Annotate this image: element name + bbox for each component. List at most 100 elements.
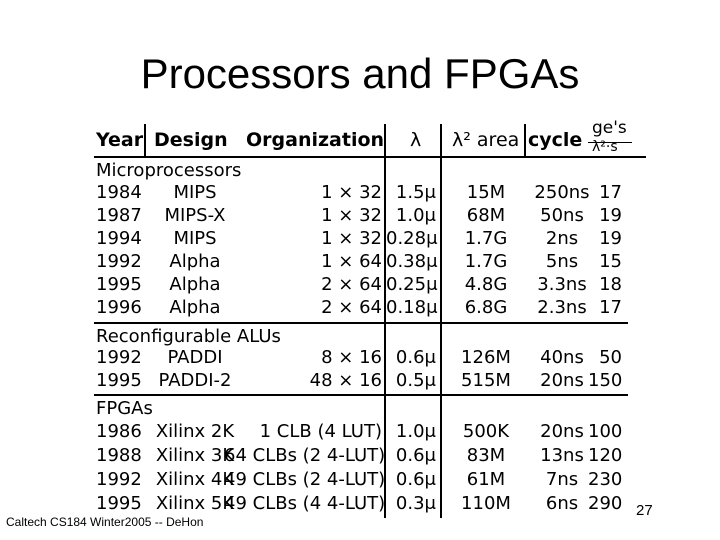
cell-lambda: 0.38μ [386,251,438,272]
cell-area: 126M [461,347,511,368]
cell-organization: 1 × 32 [321,182,382,203]
cell-design: Alpha [169,297,221,318]
cell-lambda: 0.28μ [386,228,438,249]
cell-ge: 17 [599,297,622,318]
header-area: λ² area [452,129,520,151]
cell-lambda: 0.6μ [395,445,436,466]
table-row: 1992 Xilinx 4K 49 CLBs (2 4-LUT) 0.6μ 61… [94,468,646,491]
cell-lambda: 0.18μ [386,297,438,318]
cell-lambda: 0.6μ [395,347,436,368]
cell-organization: 2 × 64 [321,274,382,295]
cell-year: 1996 [96,297,142,318]
cell-year: 1995 [96,274,142,295]
cell-organization: 64 CLBs (2 4-LUT) [224,445,386,466]
table-row: 1988 Xilinx 3K 64 CLBs (2 4-LUT) 0.6μ 83… [94,444,646,467]
table-row: 1986 Xilinx 2K 1 CLB (4 LUT) 1.0μ 500K 2… [94,420,646,443]
cell-design: PADDI-2 [158,370,232,391]
header-year: Year [96,129,144,151]
cell-year: 1992 [96,251,142,272]
cell-ge: 290 [588,493,623,514]
cell-design: MIPS-X [164,205,226,226]
table-header: Year Design Organization λ λ² area cycle… [94,118,646,156]
cell-cycle: 5ns [545,251,579,272]
divider-year [144,124,146,156]
cell-area: 61M [466,469,506,490]
header-lambda: λ [410,129,422,151]
cell-year: 1984 [96,182,142,203]
cell-cycle: 20ns [540,370,584,391]
slide-footer: Caltech CS184 Winter2005 -- DeHon [6,515,204,529]
cell-design: PADDI [167,347,223,368]
table-row: 1995 Xilinx 5K 49 CLBs (4 4-LUT) 0.3μ 11… [94,492,646,515]
cell-area: 1.7G [464,228,508,249]
cell-lambda: 0.25μ [386,274,438,295]
cell-lambda: 1.0μ [395,205,436,226]
cell-cycle: 7ns [545,469,579,490]
cell-cycle: 2.3ns [537,297,587,318]
section-label-reconfigurable-alus: Reconfigurable ALUs [96,326,281,347]
divider-org [384,124,386,518]
cell-organization: 1 × 64 [321,251,382,272]
cell-area: 110M [461,493,511,514]
cell-lambda: 0.6μ [395,469,436,490]
cell-year: 1995 [96,493,142,514]
rule-micro [94,322,628,324]
cell-lambda: 1.5μ [395,182,436,203]
cell-cycle: 2ns [545,228,579,249]
cell-cycle: 3.3ns [537,274,587,295]
cell-organization: 48 × 16 [309,370,382,391]
cell-design: Xilinx 5K [155,493,235,514]
cell-organization: 1 × 32 [321,205,382,226]
cell-organization: 49 CLBs (2 4-LUT) [224,469,386,490]
cell-year: 1988 [96,445,142,466]
cell-cycle: 50ns [540,205,584,226]
processor-fpga-table: Year Design Organization λ λ² area cycle… [94,118,646,518]
table-row: 1996 Alpha 2 × 64 0.18μ 6.8G 2.3ns 17 [94,296,646,319]
cell-ge: 18 [599,274,622,295]
cell-year: 1986 [96,421,142,442]
cell-year: 1992 [96,469,142,490]
cell-lambda: 0.3μ [395,493,436,514]
cell-year: 1992 [96,347,142,368]
cell-area: 68M [466,205,506,226]
cell-ge: 150 [588,370,623,391]
cell-cycle: 250ns [534,182,590,203]
ge-fraction-bar [588,142,632,143]
cell-area: 500K [462,421,510,442]
table-row: 1992 Alpha 1 × 64 0.38μ 1.7G 5ns 15 [94,250,646,273]
header-ge-bottom: λ²·s [592,139,618,155]
cell-design: Alpha [169,274,221,295]
cell-year: 1994 [96,228,142,249]
cell-ge: 50 [599,347,622,368]
cell-ge: 19 [599,205,622,226]
cell-area: 1.7G [464,251,508,272]
cell-design: MIPS [173,228,217,249]
header-design: Design [154,129,228,151]
table-row: 1984 MIPS 1 × 32 1.5μ 15M 250ns 17 [94,181,646,204]
table-row: 1994 MIPS 1 × 32 0.28μ 1.7G 2ns 19 [94,227,646,250]
cell-year: 1987 [96,205,142,226]
cell-cycle: 13ns [540,445,584,466]
cell-cycle: 40ns [540,347,584,368]
divider-lambda [440,124,442,518]
cell-organization: 49 CLBs (4 4-LUT) [224,493,386,514]
cell-area: 515M [461,370,511,391]
cell-design: MIPS [173,182,217,203]
cell-lambda: 0.5μ [395,370,436,391]
cell-area: 83M [466,445,506,466]
cell-area: 6.8G [464,297,508,318]
cell-cycle: 20ns [540,421,584,442]
cell-ge: 15 [599,251,622,272]
slide-title: Processors and FPGAs [140,50,580,97]
header-organization: Organization [246,129,385,151]
cell-area: 15M [466,182,506,203]
cell-design: Xilinx 3K [155,445,235,466]
cell-design: Alpha [169,251,221,272]
cell-organization: 2 × 64 [321,297,382,318]
cell-lambda: 1.0μ [395,421,436,442]
cell-design: Xilinx 2K [155,421,235,442]
cell-area: 4.8G [464,274,508,295]
header-ge-top: ge's [592,118,627,138]
rule-alu [94,394,628,396]
cell-ge: 17 [599,182,622,203]
